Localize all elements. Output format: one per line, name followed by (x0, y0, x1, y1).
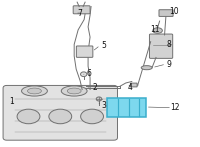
Ellipse shape (22, 86, 47, 96)
Ellipse shape (141, 66, 152, 70)
Ellipse shape (96, 97, 102, 101)
Text: 8: 8 (166, 40, 171, 49)
Ellipse shape (81, 109, 103, 124)
Text: 1: 1 (9, 97, 14, 106)
Text: 6: 6 (87, 69, 92, 78)
FancyBboxPatch shape (76, 46, 93, 57)
Text: 10: 10 (170, 7, 179, 16)
Ellipse shape (61, 86, 87, 96)
FancyBboxPatch shape (130, 83, 137, 87)
FancyBboxPatch shape (3, 85, 117, 140)
Ellipse shape (28, 88, 41, 94)
Text: 11: 11 (150, 25, 159, 34)
FancyBboxPatch shape (159, 10, 173, 16)
Text: 5: 5 (102, 41, 106, 50)
FancyBboxPatch shape (107, 97, 146, 117)
Ellipse shape (49, 109, 72, 124)
Ellipse shape (17, 109, 40, 124)
Circle shape (81, 72, 87, 77)
FancyBboxPatch shape (73, 6, 90, 14)
Text: 9: 9 (166, 60, 171, 69)
Ellipse shape (67, 88, 81, 94)
FancyBboxPatch shape (149, 34, 173, 58)
Text: 7: 7 (78, 9, 83, 18)
Text: 3: 3 (102, 101, 106, 110)
Text: 12: 12 (170, 103, 179, 112)
Text: 2: 2 (93, 83, 97, 92)
Ellipse shape (153, 28, 162, 33)
Text: 4: 4 (127, 83, 132, 92)
